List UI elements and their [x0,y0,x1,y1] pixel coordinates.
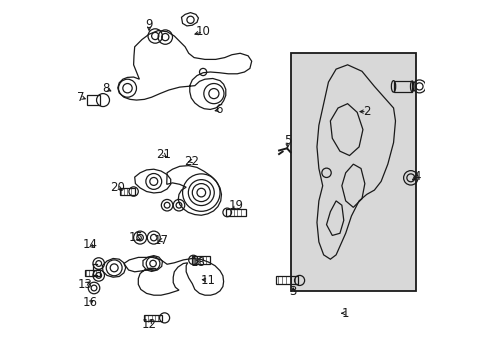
Text: 20: 20 [110,181,125,194]
Text: 10: 10 [195,25,210,38]
Text: 11: 11 [201,274,216,287]
Bar [120,188,134,195]
Bar [192,256,210,264]
Text: 3: 3 [289,285,296,298]
Text: 8: 8 [102,82,109,95]
Text: 12: 12 [142,318,156,330]
Text: 2: 2 [363,105,370,118]
Text: 4: 4 [413,170,420,183]
Text: 22: 22 [183,155,198,168]
Bar [144,315,162,321]
Text: 1: 1 [341,307,348,320]
Text: 18: 18 [190,256,205,269]
Bar [85,270,100,276]
Text: 21: 21 [156,148,171,161]
Bar [276,276,297,284]
Bar [225,209,245,216]
Bar [87,95,101,105]
Text: 13: 13 [78,278,93,291]
Text: 5: 5 [284,134,291,147]
Text: 15: 15 [129,231,143,244]
Text: 6: 6 [215,103,223,116]
Text: 9: 9 [145,18,153,31]
Text: 7: 7 [77,91,84,104]
Bar [393,81,411,92]
Bar [291,53,415,291]
Text: 16: 16 [83,296,98,309]
Text: 17: 17 [153,234,168,247]
Text: 14: 14 [83,238,98,251]
Text: 19: 19 [228,199,244,212]
